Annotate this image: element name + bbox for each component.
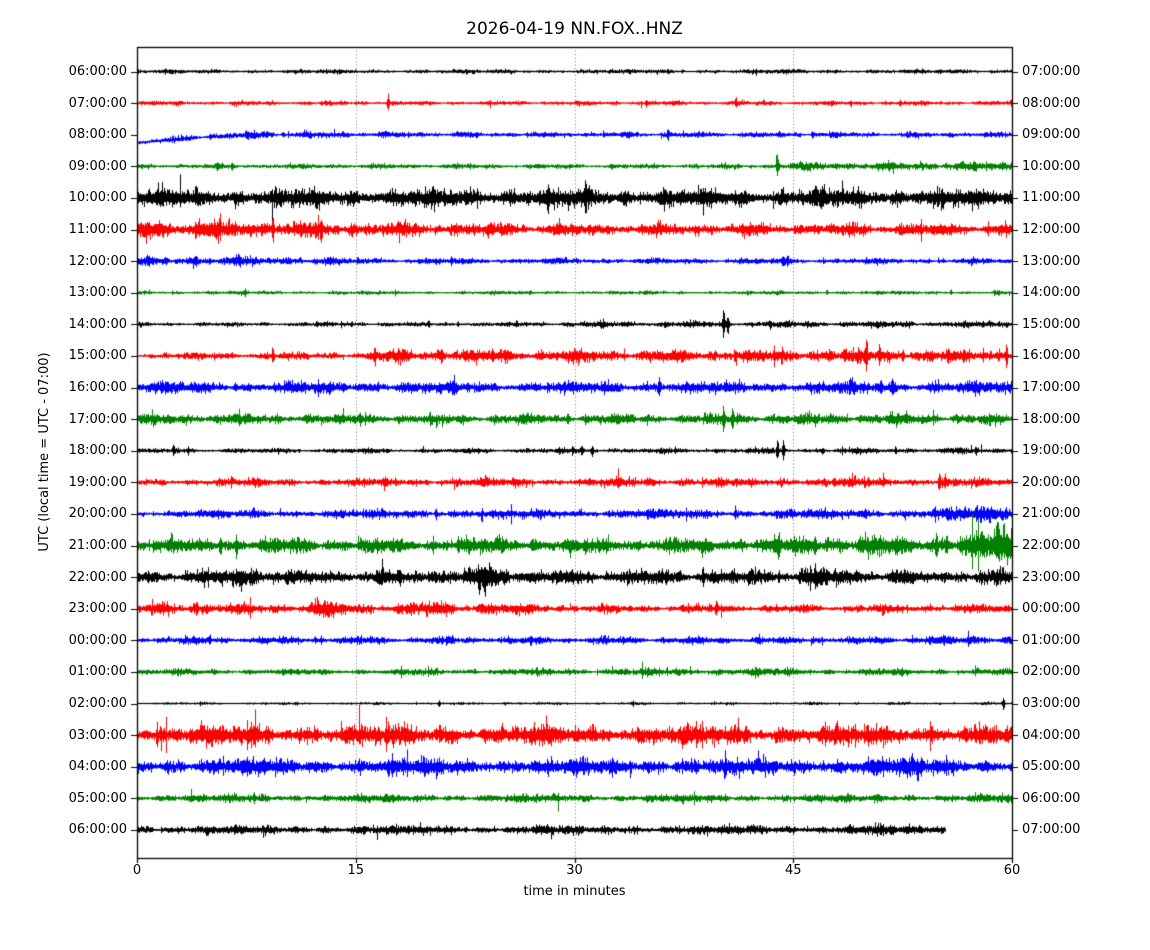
row-label-right: 18:00:00	[1022, 411, 1081, 427]
x-tick-label: 15	[347, 863, 365, 878]
row-label-left: 03:00:00	[68, 727, 127, 743]
row-label-right: 20:00:00	[1022, 474, 1081, 490]
row-label-right: 04:00:00	[1022, 727, 1081, 743]
row-label-right: 07:00:00	[1022, 822, 1081, 838]
row-label-right: 11:00:00	[1022, 190, 1081, 206]
x-tick-label: 45	[784, 863, 802, 878]
row-label-right: 22:00:00	[1022, 538, 1081, 553]
row-label-right: 13:00:00	[1022, 253, 1081, 269]
row-label-right: 07:00:00	[1022, 64, 1081, 79]
row-label-right: 10:00:00	[1022, 158, 1081, 174]
row-label-right: 21:00:00	[1022, 506, 1081, 522]
x-tick-label: 0	[132, 863, 142, 878]
row-label-right: 17:00:00	[1022, 380, 1081, 395]
row-label-right: 05:00:00	[1022, 759, 1081, 775]
row-label-left: 01:00:00	[68, 664, 127, 680]
row-label-left: 14:00:00	[68, 316, 127, 332]
row-label-left: 20:00:00	[68, 506, 127, 522]
row-label-right: 23:00:00	[1022, 569, 1081, 585]
row-label-left: 15:00:00	[68, 348, 127, 364]
row-label-left: 17:00:00	[68, 411, 127, 427]
row-label-left: 12:00:00	[68, 253, 127, 269]
row-label-left: 09:00:00	[68, 158, 127, 174]
row-label-right: 00:00:00	[1022, 601, 1081, 617]
row-label-left: 21:00:00	[68, 538, 127, 553]
row-label-left: 00:00:00	[68, 632, 127, 648]
x-axis-label: time in minutes	[523, 884, 626, 899]
row-label-left: 08:00:00	[68, 127, 127, 143]
x-tick-label: 30	[566, 863, 583, 878]
row-label-right: 01:00:00	[1022, 632, 1081, 648]
row-label-left: 11:00:00	[68, 222, 127, 237]
row-label-left: 18:00:00	[68, 443, 127, 459]
row-label-left: 07:00:00	[68, 95, 127, 111]
row-label-left: 02:00:00	[68, 696, 127, 711]
row-label-right: 15:00:00	[1022, 316, 1081, 332]
row-label-right: 03:00:00	[1022, 696, 1081, 711]
row-label-left: 19:00:00	[68, 474, 127, 490]
row-label-left: 04:00:00	[68, 759, 127, 775]
plot-title: 2026-04-19 NN.FOX..HNZ	[466, 19, 683, 39]
row-label-right: 14:00:00	[1022, 285, 1081, 301]
row-label-right: 08:00:00	[1022, 95, 1081, 111]
row-label-left: 10:00:00	[68, 190, 127, 206]
row-label-right: 16:00:00	[1022, 348, 1081, 364]
row-label-left: 23:00:00	[68, 601, 127, 617]
row-label-right: 09:00:00	[1022, 127, 1081, 143]
x-tick-label: 60	[1003, 863, 1021, 878]
row-label-left: 06:00:00	[68, 822, 127, 838]
row-label-right: 02:00:00	[1022, 664, 1081, 680]
row-label-right: 06:00:00	[1022, 790, 1081, 806]
row-label-right: 12:00:00	[1022, 222, 1081, 237]
row-label-left: 22:00:00	[68, 569, 127, 585]
row-label-right: 19:00:00	[1022, 443, 1081, 459]
row-label-left: 16:00:00	[68, 380, 127, 395]
row-label-left: 06:00:00	[68, 64, 127, 79]
row-label-left: 13:00:00	[68, 285, 127, 301]
row-label-left: 05:00:00	[68, 790, 127, 806]
